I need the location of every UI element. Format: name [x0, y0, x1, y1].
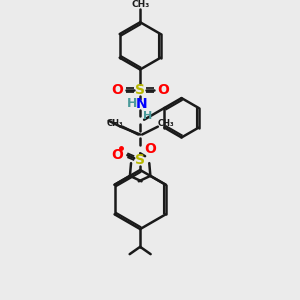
Text: CH₃: CH₃: [106, 119, 123, 128]
Text: O: O: [157, 83, 169, 97]
Text: H: H: [127, 98, 137, 110]
Text: CH₃: CH₃: [131, 0, 149, 9]
Text: S: S: [135, 153, 145, 167]
Text: O: O: [144, 142, 156, 156]
Text: O: O: [112, 148, 123, 162]
Text: H: H: [143, 111, 153, 121]
Text: S: S: [135, 83, 145, 97]
Text: O: O: [112, 83, 123, 97]
Text: N: N: [135, 97, 147, 111]
Text: CH₃: CH₃: [158, 119, 174, 128]
